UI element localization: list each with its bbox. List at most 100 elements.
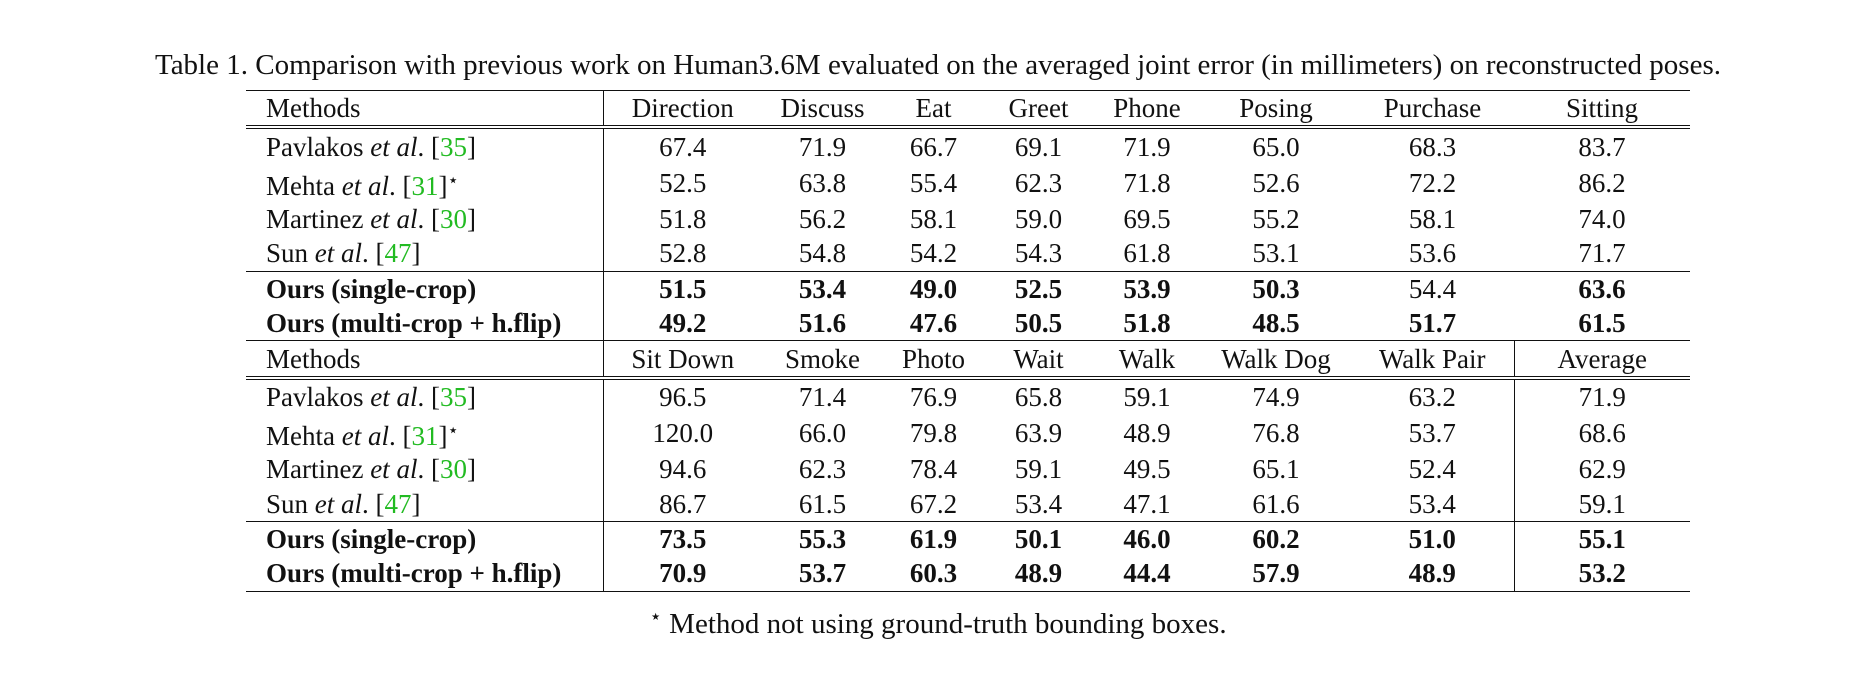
column-header: Discuss [762,90,883,130]
value-cell: 53.4 [1014,488,1063,519]
value-cell: 51.6 [798,308,847,339]
column-header: Average [1513,340,1690,380]
value-cell: 51.8 [1123,308,1171,339]
value-cell: 52.8 [659,238,707,269]
table-row: Martinez et al. [30] 51.8 56.2 58.1 59.0 69.5… [246,201,1690,237]
value-cell: 61.6 [1252,488,1300,519]
et-al-text: et al [314,238,363,269]
value-cell: 49.0 [883,270,984,306]
column-header: Direction [603,90,762,130]
value-cell: 55.4 [909,167,958,198]
table-row: Ours (multi-crop + h.flip) 70.9 53.7 60.3 48… [246,556,1690,592]
value-cell: 53.7 [1408,418,1456,449]
method-name: Sun et al. [47] [246,236,604,272]
value-cell: 58.1 [1408,203,1457,234]
value-cell: 65.0 [1252,131,1300,162]
method-author: Martinez [266,203,364,234]
et-al-text: et al [370,131,418,162]
column-header: Posing [1201,90,1351,130]
value-cell: 66.7 [909,131,958,162]
value-cell: 73.5 [603,520,762,557]
table-row: Ours (single-crop) 73.5 55.3 61.9 50.1 46.0 60… [246,520,1690,557]
method-author: Mehta [266,170,335,201]
value-cell: 59.1 [1513,486,1690,522]
table-caption: Table 1. Comparison with previous work o… [155,49,1721,81]
method-author: Pavlakos [266,131,364,162]
citation-ref: 31 [411,170,439,201]
value-cell: 66.0 [798,418,847,449]
ours-method-name: Ours (single-crop) [246,270,604,306]
ours-method-name: Ours (single-crop) [246,520,604,557]
value-cell: 69.5 [1123,203,1171,234]
table-row: Methods Sit Down Smoke Photo Wait Walk Walk Do… [246,340,1690,380]
et-al-text: et al [370,454,418,485]
method-author: Sun [266,488,309,519]
value-cell: 78.4 [909,454,958,485]
method-name: Martinez et al. [30] [246,201,604,237]
value-cell: 74.9 [1252,381,1300,412]
value-cell: 50.1 [984,520,1093,557]
value-cell: 47.1 [1123,488,1171,519]
value-cell: 74.0 [1578,203,1626,234]
value-cell: 53.4 [762,270,883,306]
value-cell: 63.2 [1408,381,1456,412]
value-cell: 47.6 [909,308,958,339]
column-header: Phone [1093,90,1201,130]
table-row: Ours (single-crop) 51.5 53.4 49.0 52.5 53.9 50… [246,270,1690,306]
method-author: Sun [266,238,309,269]
value-cell: 120.0 [652,418,714,449]
value-cell: 48.9 [1123,418,1171,449]
value-cell: 94.6 [659,454,707,485]
results-table: Methods Direction Discuss Eat Greet Phone Posi… [246,90,1690,592]
value-cell: 53.7 [762,556,883,592]
citation-ref: 47 [384,238,412,269]
citation-ref: 31 [411,421,439,452]
value-cell: 60.2 [1201,520,1351,557]
value-cell: 58.1 [909,203,958,234]
value-cell: 54.8 [798,238,847,269]
value-cell: 71.9 [1123,131,1171,162]
value-cell: 54.4 [1351,270,1514,306]
table-row: Mehta et al. [31]⋆ 120.0 66.0 79.8 63.9 48.9 7… [246,414,1690,453]
value-cell: 53.4 [1408,488,1456,519]
value-cell: 76.9 [909,381,958,412]
method-star: ⋆ [447,420,459,441]
table-row: Ours (multi-crop + h.flip) 49.2 51.6 47.6 50… [246,305,1690,341]
column-header: Photo [883,340,984,380]
value-cell: 61.5 [798,488,847,519]
value-cell: 67.4 [659,131,707,162]
value-cell: 49.2 [659,308,707,339]
value-cell: 60.3 [883,556,984,592]
value-cell: 48.5 [1252,308,1300,339]
value-cell: 53.1 [1252,238,1300,269]
column-header: Purchase [1351,90,1514,130]
table-row: Mehta et al. [31]⋆ 52.5 63.8 55.4 62.3 71.8 52… [246,163,1690,202]
method-name: Mehta et al. [31]⋆ [246,163,604,202]
value-cell: 61.9 [883,520,984,557]
footnote-star: ⋆ [649,606,662,628]
column-header: Smoke [762,340,883,380]
ours-method-name: Ours (multi-crop + h.flip) [246,556,604,592]
methods-header: Methods [246,340,604,380]
citation-ref: 35 [440,381,467,412]
et-al-text: et al [370,381,418,412]
value-cell: 48.9 [984,556,1093,592]
value-cell: 70.9 [603,556,762,592]
value-cell: 62.9 [1513,452,1690,487]
column-header: Sit Down [603,340,762,380]
value-cell: 72.2 [1408,167,1457,198]
table-body: Methods Direction Discuss Eat Greet Phone Posi… [246,90,1690,592]
value-cell: 83.7 [1578,131,1626,162]
value-cell: 63.6 [1514,270,1690,306]
method-name: Pavlakos et al. [35] [246,377,604,415]
value-cell: 96.5 [659,381,707,412]
method-author: Pavlakos [266,381,364,412]
value-cell: 69.1 [1014,131,1063,162]
table-row: Pavlakos et al. [35] 67.4 71.9 66.7 69.1 71.9… [246,127,1690,164]
value-cell: 71.9 [1513,377,1690,415]
method-name: Pavlakos et al. [35] [246,127,604,164]
value-cell: 49.5 [1123,454,1171,485]
value-cell: 65.1 [1252,454,1300,485]
table-row: Martinez et al. [30] 94.6 62.3 78.4 59.1 49.5… [246,452,1690,487]
value-cell: 62.3 [1014,167,1063,198]
